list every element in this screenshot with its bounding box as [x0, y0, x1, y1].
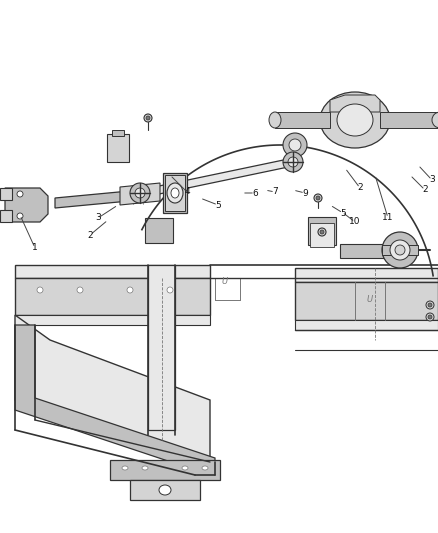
Bar: [163, 173, 187, 213]
Text: 10: 10: [349, 217, 361, 227]
Ellipse shape: [182, 466, 188, 470]
Polygon shape: [110, 460, 220, 480]
Ellipse shape: [428, 303, 432, 307]
Polygon shape: [55, 190, 140, 208]
Text: 3: 3: [429, 175, 435, 184]
Polygon shape: [330, 95, 380, 112]
Bar: [382, 245, 392, 255]
Ellipse shape: [428, 315, 432, 319]
Text: U: U: [367, 295, 373, 304]
Polygon shape: [295, 282, 438, 320]
Ellipse shape: [426, 313, 434, 321]
Polygon shape: [0, 210, 12, 222]
Ellipse shape: [283, 152, 303, 172]
Polygon shape: [15, 278, 210, 315]
Ellipse shape: [127, 287, 133, 293]
Ellipse shape: [390, 240, 410, 260]
Polygon shape: [15, 315, 210, 460]
Polygon shape: [148, 265, 175, 430]
Text: 9: 9: [302, 189, 308, 198]
Bar: [308, 217, 336, 245]
Bar: [107, 134, 129, 162]
Ellipse shape: [171, 188, 179, 198]
Ellipse shape: [130, 183, 150, 203]
Text: 5: 5: [340, 208, 346, 217]
Ellipse shape: [167, 287, 173, 293]
Ellipse shape: [142, 466, 148, 470]
Text: 3: 3: [95, 214, 101, 222]
Ellipse shape: [159, 485, 171, 495]
Polygon shape: [0, 188, 12, 200]
Polygon shape: [5, 188, 48, 222]
Bar: [112, 130, 124, 136]
Ellipse shape: [77, 287, 83, 293]
Ellipse shape: [318, 228, 326, 236]
Ellipse shape: [122, 466, 128, 470]
Polygon shape: [295, 268, 438, 282]
Ellipse shape: [283, 133, 307, 157]
Polygon shape: [15, 265, 210, 278]
Polygon shape: [120, 183, 160, 205]
Ellipse shape: [289, 139, 301, 151]
Ellipse shape: [382, 232, 418, 268]
Polygon shape: [140, 158, 293, 198]
Ellipse shape: [17, 191, 23, 197]
Ellipse shape: [146, 116, 150, 120]
Bar: [310, 223, 334, 247]
Polygon shape: [15, 325, 215, 470]
Ellipse shape: [395, 245, 405, 255]
Ellipse shape: [426, 301, 434, 309]
Text: 2: 2: [357, 183, 363, 192]
Text: 11: 11: [382, 214, 394, 222]
Bar: [275, 112, 330, 128]
Ellipse shape: [337, 104, 373, 136]
Polygon shape: [340, 244, 400, 258]
Ellipse shape: [202, 466, 208, 470]
Ellipse shape: [320, 92, 390, 148]
Text: 1: 1: [32, 244, 38, 253]
Ellipse shape: [316, 196, 320, 200]
Ellipse shape: [37, 287, 43, 293]
Polygon shape: [130, 480, 200, 500]
Bar: [408, 245, 418, 255]
Ellipse shape: [167, 183, 183, 203]
Text: 6: 6: [252, 189, 258, 198]
Ellipse shape: [432, 112, 438, 128]
Ellipse shape: [314, 194, 322, 202]
Text: 5: 5: [215, 200, 221, 209]
Bar: [380, 112, 438, 128]
Bar: [145, 218, 173, 243]
Text: 2: 2: [422, 185, 428, 195]
Text: 2: 2: [87, 230, 93, 239]
Polygon shape: [15, 315, 210, 325]
Ellipse shape: [135, 188, 145, 198]
Bar: [165, 175, 185, 211]
Text: 4: 4: [184, 188, 190, 197]
Ellipse shape: [288, 157, 298, 167]
Ellipse shape: [17, 213, 23, 219]
Ellipse shape: [144, 114, 152, 122]
Ellipse shape: [320, 230, 324, 234]
Ellipse shape: [269, 112, 281, 128]
Polygon shape: [295, 320, 438, 330]
Text: 7: 7: [272, 188, 278, 197]
Text: U: U: [222, 278, 228, 287]
